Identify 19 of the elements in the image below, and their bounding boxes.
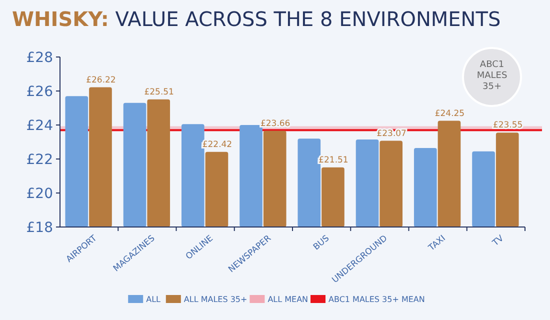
y-tick-label: £22 [26, 152, 53, 168]
y-tick-label: £20 [26, 186, 53, 202]
data-label: £26.22 [86, 75, 116, 86]
data-label: £25.51 [144, 87, 174, 98]
y-tick-label: £24 [26, 118, 54, 134]
annotation: ABC1 MALES 35+ [476, 60, 508, 92]
legend-label: ALL MEAN [268, 295, 308, 304]
x-tick-label: TV [490, 234, 506, 250]
chart-title: WHISKY: VALUE ACROSS THE 8 ENVIRONMENTS [12, 7, 501, 31]
data-label: £23.66 [260, 118, 290, 129]
data-label: £23.55 [492, 120, 523, 131]
y-tick-label: £18 [26, 220, 53, 236]
data-label: £23.07 [376, 128, 406, 139]
legend-label: ABC1 MALES 35+ MEAN [328, 295, 425, 304]
data-label: £24.25 [434, 108, 465, 119]
y-tick-label: £28 [26, 50, 53, 66]
legend-label: ALL MALES 35+ [184, 295, 248, 304]
y-tick-label: £26 [26, 84, 54, 100]
legend-label: ALL [146, 295, 162, 304]
